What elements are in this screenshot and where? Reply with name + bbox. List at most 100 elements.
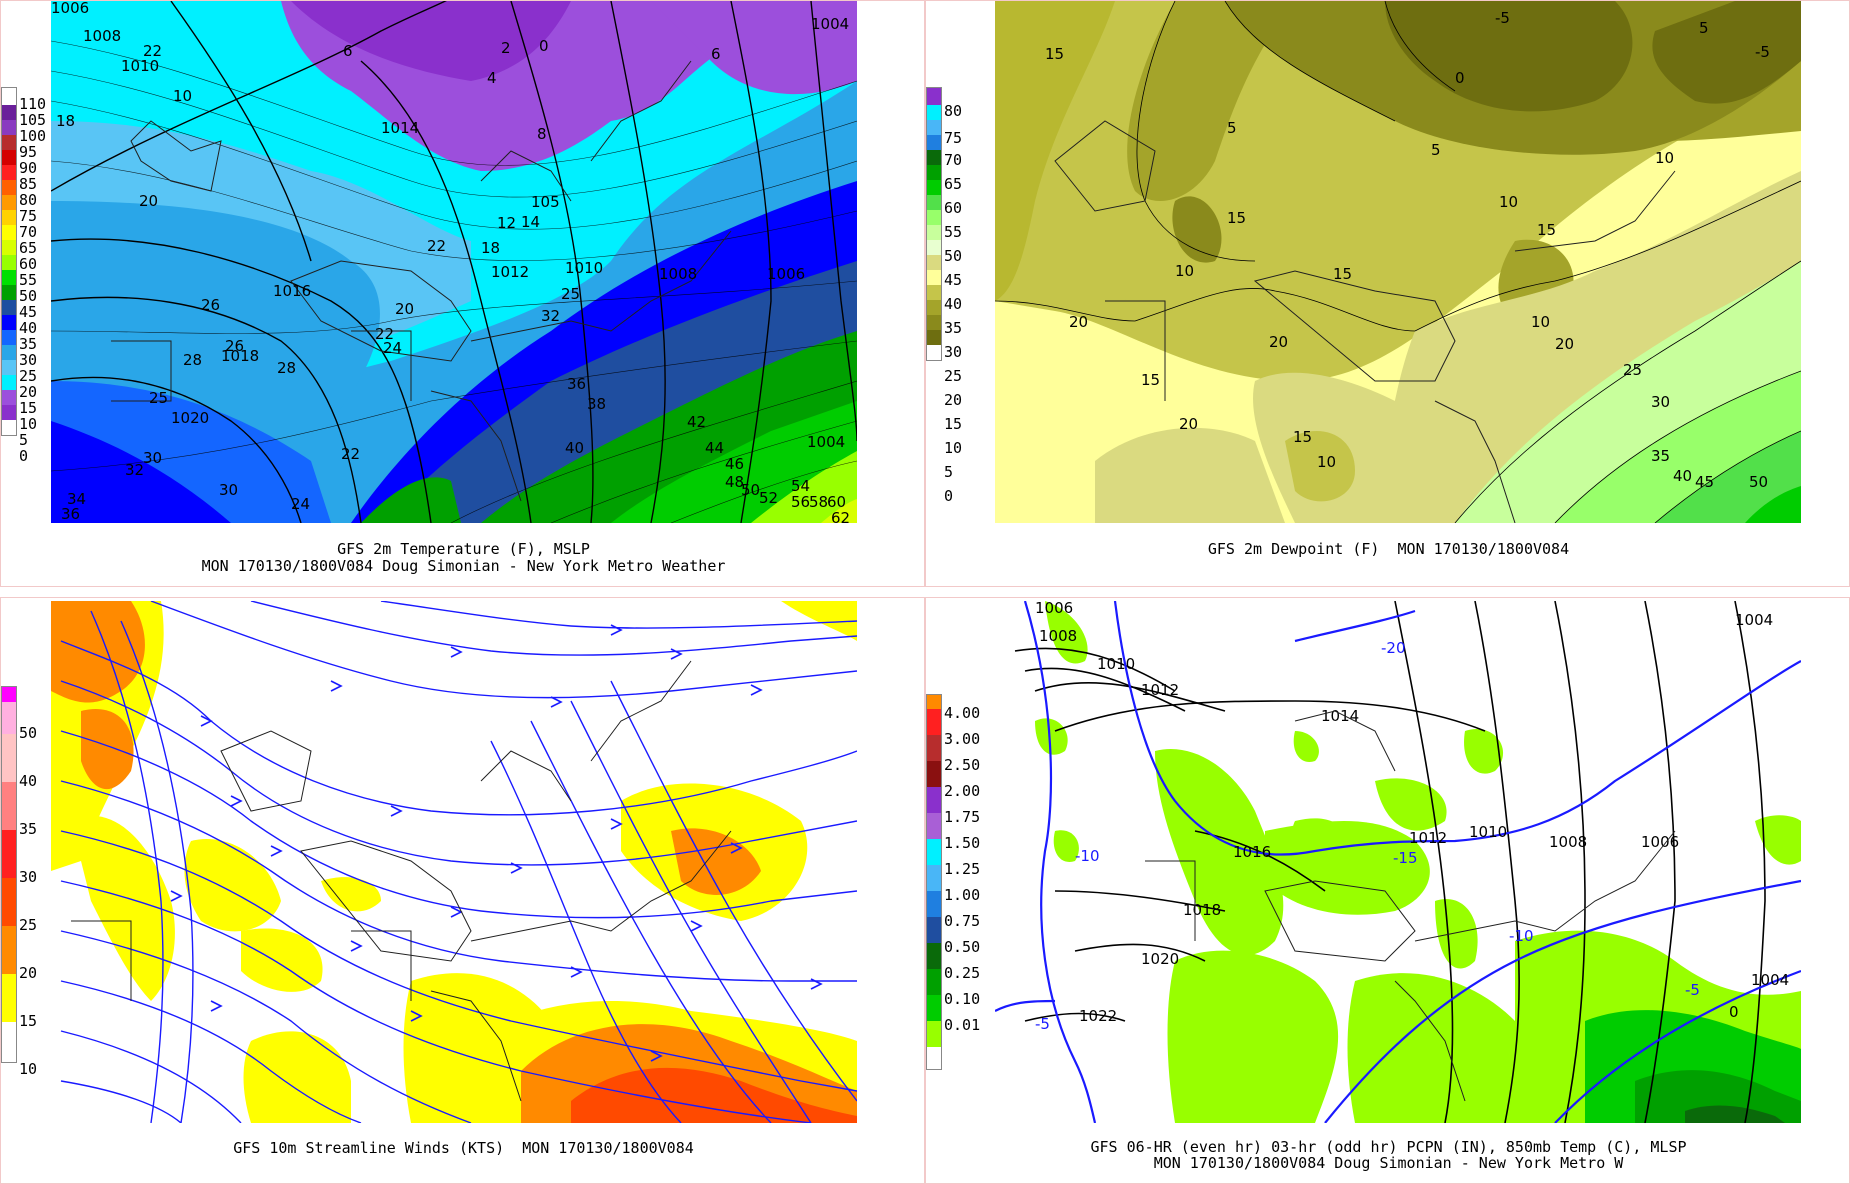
label: 22 (341, 445, 360, 463)
colorbar-label: 15 (19, 399, 38, 417)
label: 50 (741, 481, 760, 499)
colorbar-label: 40 (19, 319, 38, 337)
label: 5 (1699, 19, 1709, 37)
label: 10 (1655, 149, 1674, 167)
label: 1016 (1233, 843, 1271, 861)
label: 4 (487, 69, 497, 87)
colorbar-label: 30 (19, 351, 38, 369)
colorbar-label: 100 (19, 127, 47, 145)
dewpoint-caption: GFS 2m Dewpoint (F) MON 170130/1800V084 (1207, 540, 1570, 558)
colorbar-label: 90 (19, 159, 38, 177)
label: 8 (537, 125, 547, 143)
label: 32 (541, 307, 560, 325)
colorbar-label: 70 (944, 151, 963, 169)
temperature-map: 1006 1008 22 1010 18 10 1014 6 2 0 4 8 6… (51, 1, 857, 523)
label: 1022 (1079, 1007, 1117, 1025)
colorbar-label: 4.00 (944, 704, 981, 722)
label: 1004 (807, 433, 845, 451)
label: 35 (1651, 447, 1670, 465)
colorbar-label: 105 (19, 111, 47, 129)
colorbar-label: 45 (19, 303, 38, 321)
label: 28 (277, 359, 296, 377)
label: 22 (427, 237, 446, 255)
colorbar-label: 0.01 (944, 1016, 981, 1034)
label: 34 (67, 490, 86, 508)
label: 1014 (381, 119, 419, 137)
label: 60 (827, 493, 846, 511)
dewpoint-map: -5 15 5 0 -5 5 5 10 15 10 15 10 15 20 20… (995, 1, 1801, 523)
label: 15 (1045, 45, 1064, 63)
temp-label: -10 (1075, 847, 1100, 865)
label: 6 (711, 45, 721, 63)
label: 20 (1179, 415, 1198, 433)
label: 25 (149, 389, 168, 407)
label: 1014 (1321, 707, 1359, 725)
label: 12 (497, 214, 516, 232)
label: 24 (383, 339, 402, 357)
label: 40 (565, 439, 584, 457)
label: 52 (759, 489, 778, 507)
colorbar-label: 60 (944, 199, 963, 217)
label: 15 (1333, 265, 1352, 283)
label: 28 (183, 351, 202, 369)
label: 10 (1317, 453, 1336, 471)
label: 62 (831, 509, 850, 523)
colorbar-label: 40 (19, 772, 38, 790)
label: 1006 (1641, 833, 1679, 851)
temperature-caption-line2: MON 170130/1800V084 Doug Simonian - New … (201, 557, 726, 575)
colorbar-label: 0 (944, 487, 954, 505)
label: 40 (1673, 467, 1692, 485)
colorbar-label: 55 (19, 271, 38, 289)
label: 0 (1455, 69, 1465, 87)
label: 1010 (1097, 655, 1135, 673)
label: 36 (567, 375, 586, 393)
dewpoint-panel: -5 15 5 0 -5 5 5 10 15 10 15 10 15 20 20… (925, 0, 1850, 587)
label: 25 (561, 285, 580, 303)
wind-colorbar (1, 686, 17, 1063)
colorbar-label: 0.75 (944, 912, 981, 930)
label: 1008 (659, 265, 697, 283)
label: 1004 (1751, 971, 1789, 989)
label: 1018 (221, 347, 259, 365)
wind-panel: 50 40 35 30 25 20 15 10 GFS 10m Streamli… (0, 597, 925, 1184)
label: 1004 (1735, 611, 1773, 629)
colorbar-label: 30 (944, 343, 963, 361)
label: 1010 (565, 259, 603, 277)
precip-colorbar (926, 694, 942, 1070)
colorbar-label: 45 (944, 271, 963, 289)
label: 1006 (767, 265, 805, 283)
colorbar-label: 5 (19, 431, 29, 449)
temp-label: -5 (1035, 1015, 1050, 1033)
label: 44 (705, 439, 724, 457)
temp-label: -10 (1509, 927, 1534, 945)
label: 20 (1069, 313, 1088, 331)
label: 1008 (1039, 627, 1077, 645)
label: 50 (1749, 473, 1768, 491)
temperature-caption-line1: GFS 2m Temperature (F), MSLP (337, 540, 590, 558)
label: 56 (791, 493, 810, 511)
colorbar-label: 2.00 (944, 782, 981, 800)
label: 1008 (83, 27, 121, 45)
colorbar-label: 75 (19, 207, 38, 225)
colorbar-label: 70 (19, 223, 38, 241)
colorbar-label: 15 (944, 415, 963, 433)
precip-map: 1006 1008 1010 1012 1014 1004 1016 1018 … (995, 601, 1801, 1123)
colorbar-label: 65 (19, 239, 38, 257)
label: 22 (143, 42, 162, 60)
colorbar-label: 35 (19, 335, 38, 353)
colorbar-label: 0.50 (944, 938, 981, 956)
colorbar-label: 40 (944, 295, 963, 313)
label: 20 (395, 300, 414, 318)
colorbar-label: 20 (944, 391, 963, 409)
colorbar-label: 0.10 (944, 990, 981, 1008)
label: 32 (125, 461, 144, 479)
label: 54 (791, 477, 810, 495)
label: 0 (1729, 1003, 1739, 1021)
label: 18 (56, 112, 75, 130)
label: 1006 (51, 1, 89, 17)
colorbar-label: 80 (19, 191, 38, 209)
label: 1018 (1183, 901, 1221, 919)
colorbar-label: 85 (19, 175, 38, 193)
colorbar-label: 1.50 (944, 834, 981, 852)
colorbar-label: 0.25 (944, 964, 981, 982)
